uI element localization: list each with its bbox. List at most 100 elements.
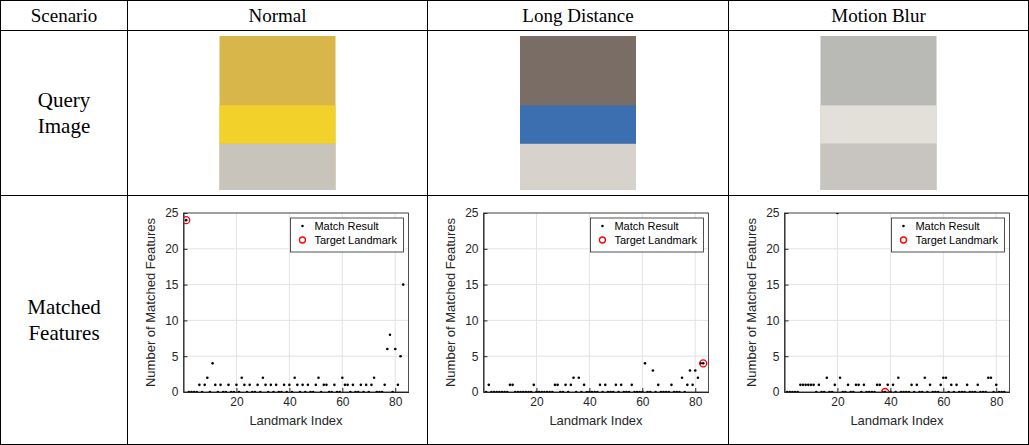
point [251, 391, 254, 392]
row-label: QueryImage [38, 88, 91, 138]
point [812, 384, 815, 387]
point [630, 384, 633, 387]
point [683, 391, 686, 392]
grid-line [484, 356, 709, 357]
tick-label: 0 [773, 385, 780, 399]
point [818, 384, 821, 387]
point [847, 384, 850, 387]
tick: 20 [465, 242, 487, 256]
point [567, 391, 570, 392]
point [283, 384, 286, 387]
tick: 15 [766, 278, 788, 292]
point [804, 384, 807, 387]
point [953, 391, 956, 392]
point [391, 391, 394, 392]
point [559, 391, 562, 392]
legend: Match ResultTarget Landmark [290, 218, 403, 252]
tick: 25 [766, 206, 788, 220]
point [301, 384, 304, 387]
tick-mark [785, 285, 789, 286]
tick: 5 [472, 350, 488, 364]
point [955, 384, 958, 387]
point [937, 391, 940, 392]
point [625, 391, 628, 392]
legend-box [590, 218, 703, 252]
point [264, 384, 267, 387]
point [293, 376, 296, 379]
tick: 20 [230, 388, 244, 409]
point [352, 384, 355, 387]
tick-label: 60 [336, 395, 350, 409]
point [894, 391, 897, 392]
point [826, 376, 829, 379]
tick: 0 [773, 385, 789, 399]
tick-label: 40 [583, 395, 597, 409]
point [694, 369, 697, 372]
tick-label: 0 [472, 385, 479, 399]
marks [485, 360, 707, 392]
point [267, 391, 270, 392]
point [971, 391, 974, 392]
point [958, 391, 961, 392]
grid [184, 213, 409, 392]
point [897, 376, 900, 379]
point [285, 391, 288, 392]
point [599, 384, 602, 387]
y-axis: 0510152025 [465, 206, 487, 399]
grid-line [536, 213, 537, 392]
point [1003, 391, 1006, 392]
point [923, 376, 926, 379]
point [591, 391, 594, 392]
point [556, 384, 559, 387]
point [615, 384, 618, 387]
point [786, 391, 789, 392]
point [540, 391, 543, 392]
tick-label: 10 [766, 314, 780, 328]
tick-mark [184, 213, 188, 214]
tick: 10 [766, 314, 788, 328]
tick-label: 40 [283, 395, 297, 409]
point [966, 384, 969, 387]
point [976, 384, 979, 387]
point [270, 384, 273, 387]
tick-label: 40 [884, 395, 898, 409]
point [262, 376, 265, 379]
point [275, 384, 278, 387]
point [383, 384, 386, 387]
y-axis: 0510152025 [766, 206, 788, 399]
legend-marker [601, 225, 604, 228]
tick: 15 [165, 278, 187, 292]
point [662, 391, 665, 392]
point [248, 384, 251, 387]
point [638, 391, 641, 392]
photo-background [821, 36, 937, 190]
legend: Match ResultTarget Landmark [891, 218, 1004, 252]
point [206, 376, 209, 379]
tick-mark [184, 320, 188, 321]
grid-line [785, 356, 1010, 357]
tick: 60 [636, 388, 650, 409]
point [225, 391, 228, 392]
point [185, 219, 188, 222]
point [511, 384, 514, 387]
column-header: Normal [248, 5, 306, 26]
point [884, 391, 887, 392]
point [926, 391, 929, 392]
series [786, 213, 1006, 392]
point [399, 355, 402, 358]
point [871, 391, 874, 392]
point [823, 391, 826, 392]
point [702, 362, 705, 365]
series [185, 219, 405, 392]
point [665, 391, 668, 392]
tick-label: 80 [689, 395, 703, 409]
y-axis-title: Number of Matched Features [143, 217, 158, 387]
point [833, 384, 836, 387]
chart: 204060800510152025Landmark IndexNumber o… [744, 206, 1011, 428]
legend-marker [902, 225, 905, 228]
tick: 40 [283, 388, 297, 409]
photo-floor [821, 144, 937, 190]
point [277, 391, 280, 392]
plot-background [785, 213, 1010, 392]
point [583, 384, 586, 387]
